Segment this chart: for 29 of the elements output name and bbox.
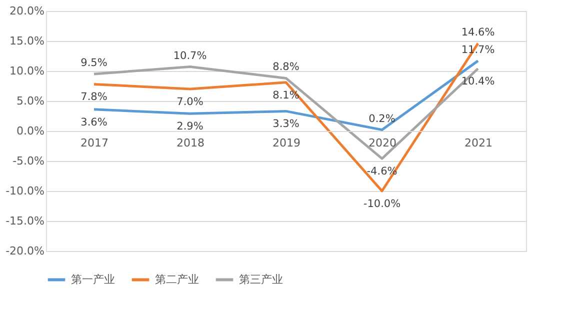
data-label: 7.0% xyxy=(176,96,204,108)
y-tick-label: 10.0% xyxy=(10,64,44,78)
x-tick-label: 2017 xyxy=(80,136,108,150)
x-tick-label: 2020 xyxy=(368,136,396,150)
y-tick-label: -5.0% xyxy=(12,154,44,168)
legend-label: 第二产业 xyxy=(155,272,199,286)
data-label: 10.4% xyxy=(461,76,495,88)
data-label: 10.7% xyxy=(173,50,207,62)
legend-label: 第一产业 xyxy=(71,272,115,286)
data-label: -10.0% xyxy=(363,198,401,210)
data-label: 3.6% xyxy=(80,116,108,128)
y-tick-label: -15.0% xyxy=(6,214,44,228)
legend-label: 第三产业 xyxy=(239,272,283,286)
y-tick-label: -10.0% xyxy=(6,184,44,198)
x-tick-label: 2019 xyxy=(272,136,300,150)
data-label: 3.3% xyxy=(272,118,300,130)
y-tick-label: 20.0% xyxy=(10,4,44,18)
data-label: 2.9% xyxy=(176,120,204,133)
y-tick-label: 5.0% xyxy=(16,94,44,108)
data-label: 9.5% xyxy=(80,57,108,69)
y-tick-label: 0.0% xyxy=(16,124,44,138)
x-tick-label: 2021 xyxy=(464,136,492,150)
data-label: 14.6% xyxy=(461,26,495,38)
x-tick-label: 2018 xyxy=(176,136,204,150)
y-tick-label: -20.0% xyxy=(6,244,44,258)
data-label: 8.8% xyxy=(272,61,300,74)
y-tick-label: 15.0% xyxy=(10,34,44,48)
data-label: 7.8% xyxy=(80,91,108,104)
data-label: 0.2% xyxy=(368,112,396,125)
